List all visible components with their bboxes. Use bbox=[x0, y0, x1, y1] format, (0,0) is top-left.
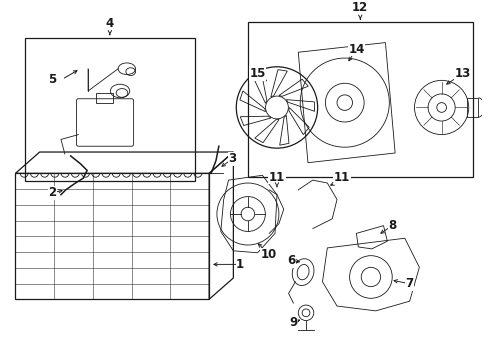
Text: 10: 10 bbox=[261, 248, 277, 261]
Bar bbox=[25, 38, 195, 181]
Bar bbox=[467, 98, 478, 117]
Text: 1: 1 bbox=[236, 258, 244, 271]
Text: 8: 8 bbox=[388, 219, 396, 232]
Text: 11: 11 bbox=[334, 171, 350, 184]
Bar bbox=[16, 173, 209, 299]
Text: 6: 6 bbox=[287, 254, 295, 267]
Text: 5: 5 bbox=[48, 73, 56, 86]
Bar bbox=[248, 22, 473, 177]
Text: 7: 7 bbox=[406, 277, 414, 290]
Text: 9: 9 bbox=[289, 316, 297, 329]
Text: 15: 15 bbox=[249, 67, 266, 80]
Text: 12: 12 bbox=[352, 1, 368, 14]
Text: 14: 14 bbox=[348, 43, 365, 56]
Text: 2: 2 bbox=[48, 186, 56, 199]
Text: 11: 11 bbox=[269, 171, 285, 184]
Text: 3: 3 bbox=[228, 152, 237, 165]
Bar bbox=[96, 93, 113, 103]
Text: 4: 4 bbox=[106, 17, 114, 30]
Text: 13: 13 bbox=[455, 67, 471, 80]
